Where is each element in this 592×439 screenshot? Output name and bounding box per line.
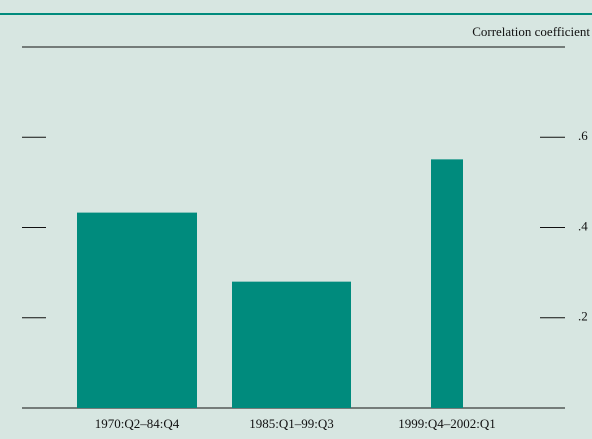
y-tick-label: .4: [578, 218, 588, 233]
bar: [77, 212, 197, 408]
x-tick-label: 1999:Q4–2002:Q1: [398, 416, 496, 431]
x-tick-label: 1985:Q1–99:Q3: [249, 416, 334, 431]
bar: [431, 159, 463, 408]
y-tick-label: .6: [578, 128, 588, 143]
axis-label: Correlation coefficient: [472, 24, 590, 39]
x-tick-label: 1970:Q2–84:Q4: [95, 416, 180, 431]
y-tick-label: .2: [578, 309, 588, 324]
bar: [232, 281, 351, 408]
